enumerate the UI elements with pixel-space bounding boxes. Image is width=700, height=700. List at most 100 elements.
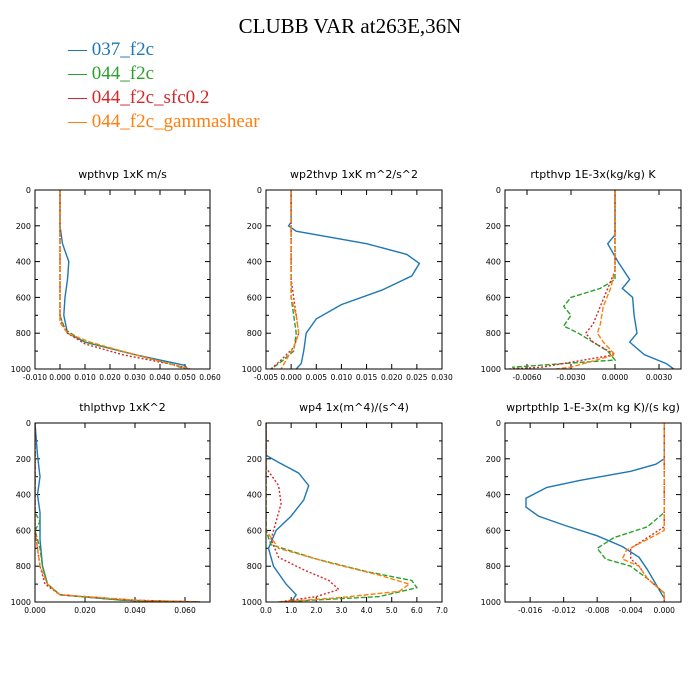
chart-panel-6: wprtpthlp 1-E-3x(m kg K)/(s kg) 0 200 400 60… [481,401,682,615]
chart-title: CLUBB VAR at263E,36N [238,14,462,38]
x-tick-label: 0.040 [124,606,146,615]
y-tick-label: 0 [26,419,31,428]
x-tick-label: 0.0030 [646,373,672,382]
x-tick-label: 0.025 [406,373,428,382]
y-tick-label: 600 [16,293,31,302]
legend: — 037_f2c — 044_f2c — 044_f2c_sfc0.2 — 0… [68,38,260,134]
series-line-037_f2c [525,423,665,602]
y-tick-label: 200 [486,222,501,231]
legend-item-044_f2c: — 044_f2c [68,62,260,86]
panel-title: wp2thvp 1xK m^2/s^2 [290,168,418,181]
x-tick-label: -0.012 [552,606,576,615]
x-tick-label: 0.020 [99,373,121,382]
x-tick-label: 0.020 [74,606,96,615]
panel-title: thlpthvp 1xK^2 [79,401,166,414]
y-tick-label: 1000 [242,598,262,607]
y-tick-label: 0 [496,419,501,428]
x-tick-label: 0.000 [653,606,675,615]
y-tick-label: 800 [16,562,31,571]
y-tick-label: 0 [496,186,501,195]
y-tick-label: 600 [247,293,262,302]
x-tick-label: 0.000 [280,373,302,382]
x-tick-label: 0.010 [331,373,353,382]
x-tick-label: 0.040 [149,373,171,382]
y-tick-label: 400 [486,491,501,500]
y-tick-label: 200 [16,455,31,464]
legend-item-044_f2c_sfc0.2: — 044_f2c_sfc0.2 [68,86,260,110]
x-tick-label: -0.016 [518,606,542,615]
x-tick-label: -0.010 [23,373,47,382]
y-tick-label: 1000 [11,365,31,374]
x-tick-label: 0.005 [306,373,328,382]
series-line-044_f2c_gammashear [621,423,665,602]
y-tick-label: 800 [16,329,31,338]
y-tick-label: 600 [486,293,501,302]
plot-frame [34,422,211,603]
legend-item-037_f2c: — 037_f2c [68,38,260,62]
series-line-044_f2c_gammashear [35,423,201,602]
legend-marker: — [68,111,92,132]
plot-frame [34,189,211,370]
x-tick-label: 0.030 [431,373,453,382]
panel-title: wpthvp 1xK m/s [78,168,167,181]
y-tick-label: 600 [247,526,262,535]
x-tick-label: 0.0000 [602,373,628,382]
y-tick-label: 1000 [481,598,501,607]
series-line-044_f2c_sfc0.2 [35,423,201,602]
x-tick-label: 0.000 [49,373,71,382]
x-tick-label: 0.015 [356,373,378,382]
x-tick-label: 7.0 [436,606,448,615]
legend-item-044_f2c_gammashear: — 044_f2c_gammashear [68,110,260,134]
y-tick-label: 800 [247,329,262,338]
panel-title: wprtpthlp 1-E-3x(m kg K)/(s kg) [506,401,680,414]
y-tick-label: 200 [247,222,262,231]
plot-frame [504,422,682,603]
series-line-037_f2c [59,190,189,369]
series-line-044_f2c_gammashear [280,190,300,369]
series-line-044_f2c [266,423,419,602]
y-tick-label: 0 [257,186,262,195]
legend-label: 044_f2c [91,63,155,84]
x-tick-label: 4.0 [361,606,373,615]
series-line-037_f2c [606,190,675,369]
series-line-044_f2c_sfc0.2 [270,190,300,369]
x-tick-label: 1.0 [285,606,297,615]
x-tick-label: -0.0060 [513,373,542,382]
legend-marker: — [68,39,92,60]
y-tick-label: 1000 [481,365,501,374]
chart-panel-3: rtpthvp 1E-3x(kg/kg) K 0 200 400 600 800 1000 -… [481,168,682,382]
panel-title: wp4 1x(m^4)/(s^4) [299,401,409,414]
legend-marker: — [68,63,92,84]
y-tick-label: 800 [247,562,262,571]
series-line-044_f2c_sfc0.2 [59,190,191,369]
series-line-037_f2c [35,423,201,602]
y-tick-label: 200 [16,222,31,231]
x-tick-label: 0.060 [174,606,196,615]
y-tick-label: 600 [486,526,501,535]
x-tick-label: -0.0030 [557,373,586,382]
y-tick-label: 400 [486,258,501,267]
legend-label: 044_f2c_gammashear [91,111,260,132]
series-line-044_f2c_gammashear [59,190,191,369]
legend-label: 037_f2c [91,39,155,60]
x-tick-label: 3.0 [335,606,347,615]
y-tick-label: 200 [486,455,501,464]
x-tick-label: 0.000 [24,606,46,615]
y-tick-label: 600 [16,526,31,535]
y-tick-label: 800 [486,329,501,338]
plot-frame [504,189,682,370]
series-line-044_f2c_gammashear [556,190,617,369]
x-tick-label: 0.060 [199,373,221,382]
y-tick-label: 400 [16,258,31,267]
series-line-044_f2c [596,423,665,602]
series-line-037_f2c [287,190,421,369]
y-tick-label: 0 [257,419,262,428]
y-tick-label: 800 [486,562,501,571]
panel-title: rtpthvp 1E-3x(kg/kg) K [530,168,656,181]
series-line-044_f2c [59,190,186,369]
x-tick-label: -0.004 [619,606,643,615]
plot-frame [265,422,443,603]
